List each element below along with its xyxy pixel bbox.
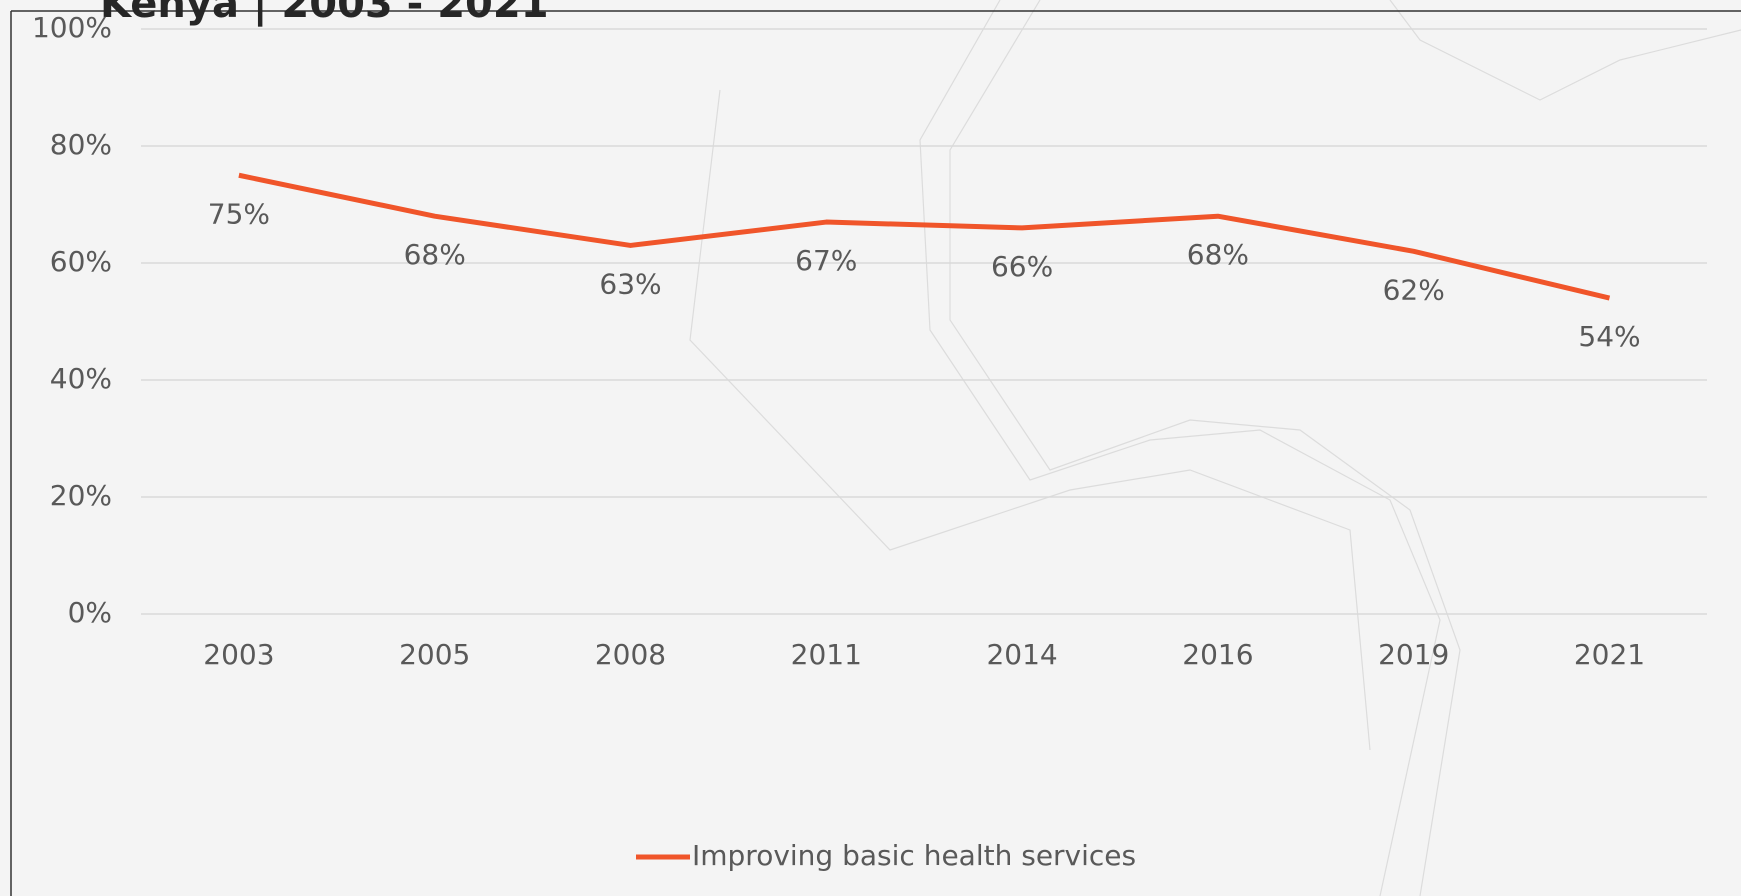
data-label: 62% — [1383, 273, 1445, 306]
data-label: 66% — [991, 250, 1053, 283]
x-tick-label: 2014 — [986, 638, 1057, 671]
y-tick-label: 80% — [50, 128, 112, 161]
data-label: 54% — [1578, 320, 1640, 353]
data-label: 63% — [599, 267, 661, 300]
data-label: 68% — [1187, 238, 1249, 271]
data-label: 67% — [795, 244, 857, 277]
data-label: 68% — [404, 238, 466, 271]
y-tick-label: 60% — [50, 245, 112, 278]
x-tick-label: 2005 — [399, 638, 470, 671]
decoration — [689, 0, 1741, 896]
x-tick-label: 2019 — [1378, 638, 1449, 671]
y-tick-label: 100% — [32, 11, 112, 44]
y-tick-label: 0% — [68, 596, 112, 629]
chart-title: Kenya | 2003 - 2021 — [100, 0, 549, 28]
y-tick-label: 40% — [50, 362, 112, 395]
x-tick-label: 2003 — [203, 638, 274, 671]
x-tick-label: 2011 — [791, 638, 862, 671]
data-label: 75% — [208, 197, 270, 230]
series-line — [238, 172, 1611, 301]
x-tick-label: 2021 — [1574, 638, 1645, 671]
x-tick-label: 2008 — [595, 638, 666, 671]
y-tick-label: 20% — [50, 479, 112, 512]
legend-label: Improving basic health services — [692, 839, 1136, 872]
x-tick-label: 2016 — [1182, 638, 1253, 671]
